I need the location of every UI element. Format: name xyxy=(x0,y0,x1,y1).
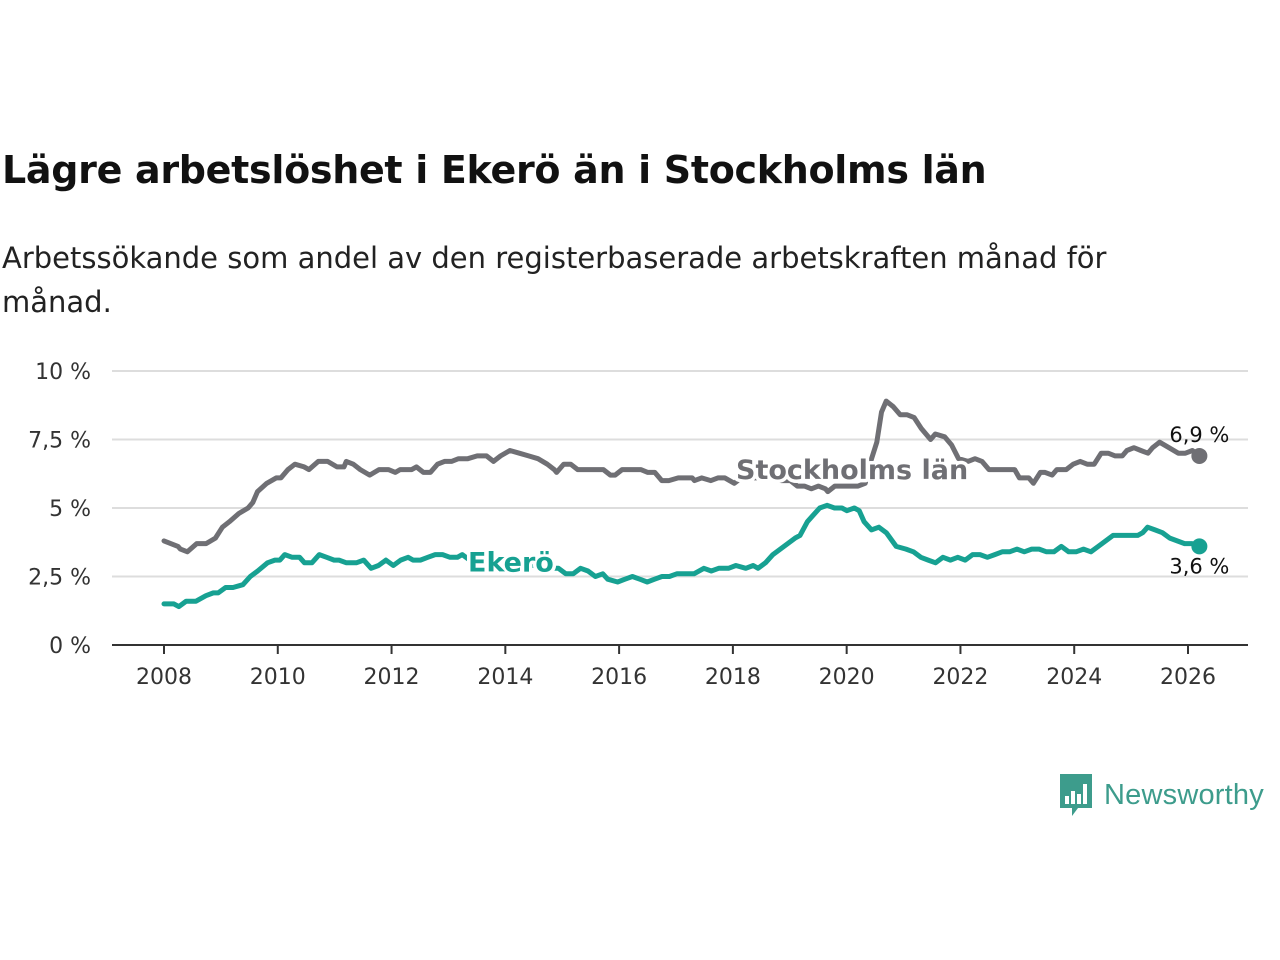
y-tick-label: 2,5 % xyxy=(28,566,91,591)
x-tick-label: 2014 xyxy=(477,665,533,690)
annotation-stockholms-lan: Stockholms län xyxy=(736,455,968,486)
x-tick-label: 2020 xyxy=(819,665,875,690)
series-annotations: 6,9 % 3,6 % Stockholms län Ekerö xyxy=(465,423,1230,582)
x-tick-label: 2024 xyxy=(1046,665,1102,690)
gridlines xyxy=(112,370,1248,646)
line-chart: 0 % 2,5 % 5 % 7,5 % 10 % 2008 2010 2012 2014 201… xyxy=(28,360,1248,690)
y-tick-label: 7,5 % xyxy=(28,429,91,454)
y-axis-labels: 0 % 2,5 % 5 % 7,5 % 10 % xyxy=(28,360,91,659)
x-tick-label: 2018 xyxy=(705,665,761,690)
x-axis-labels: 2008 2010 2012 2014 2016 2018 2020 2022 2024 2026 xyxy=(136,645,1216,690)
chart-subtitle: Arbetssökande som andel av den registerb… xyxy=(2,241,1107,319)
x-tick-label: 2012 xyxy=(364,665,420,690)
series-line-stockholm xyxy=(161,398,1202,555)
series-end-label: 3,6 % xyxy=(1169,554,1229,578)
series-end-dot xyxy=(1191,538,1208,555)
series-end-dot xyxy=(1191,447,1208,464)
x-tick-label: 2026 xyxy=(1160,665,1216,690)
y-tick-label: 0 % xyxy=(49,634,91,659)
series-lines xyxy=(161,398,1208,610)
newsworthy-logo: Newsworthy xyxy=(1058,772,1264,818)
x-tick-label: 2022 xyxy=(932,665,988,690)
brand-name: Newsworthy xyxy=(1104,778,1264,811)
x-tick-label: 2016 xyxy=(591,665,647,690)
series-line-ekero xyxy=(161,502,1202,610)
bar-chart-speech-bubble-icon xyxy=(1060,774,1092,816)
x-tick-label: 2008 xyxy=(136,665,192,690)
chart-title: Lägre arbetslöshet i Ekerö än i Stockhol… xyxy=(2,148,987,192)
y-tick-label: 10 % xyxy=(35,360,91,385)
annotation-ekero: Ekerö xyxy=(468,547,554,578)
y-tick-label: 5 % xyxy=(49,497,91,522)
series-end-label: 6,9 % xyxy=(1169,423,1229,447)
x-tick-label: 2010 xyxy=(250,665,306,690)
